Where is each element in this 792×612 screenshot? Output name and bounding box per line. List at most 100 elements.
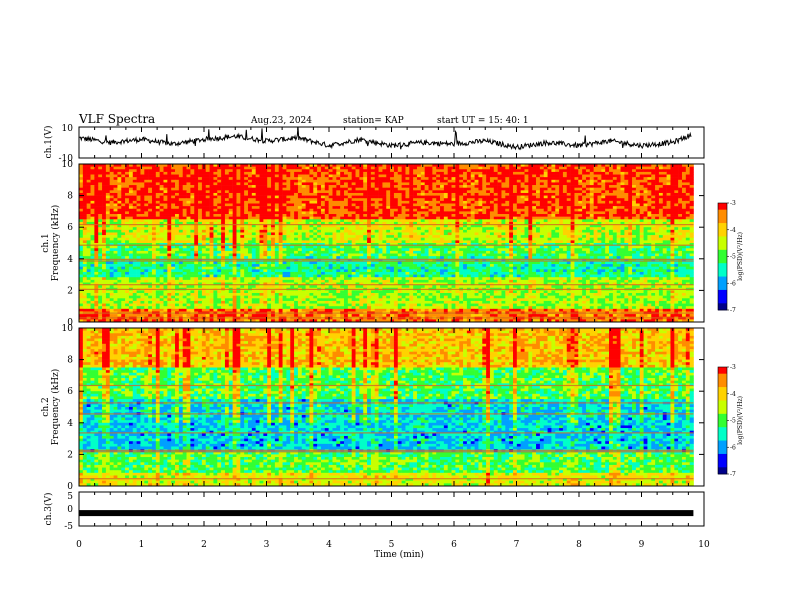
spectrogram-cell [109,177,114,181]
spectrogram-cell [205,232,210,236]
spectrogram-cell [635,169,641,173]
spectrogram-cell [589,232,594,236]
spectrogram-cell [182,237,187,241]
spectrogram-cell [336,224,341,228]
spectrogram-cell [520,216,525,220]
spectrogram-cell [186,195,191,199]
spectrogram-cell [194,179,199,183]
spectrogram-cell [297,243,303,246]
spectrogram-cell [90,232,95,236]
spectrogram-cell [194,221,199,225]
spectrogram-cell [94,182,99,186]
spectrogram-cell [305,166,310,170]
spectrogram-cell [194,198,199,202]
spectrogram-cell [328,237,333,241]
spectrogram-cell [155,171,160,175]
spectrogram-cell [459,214,464,217]
spectrogram-cell [86,169,91,173]
spectrogram-cell [524,208,529,212]
spectrogram-cell [489,237,495,241]
spectrogram-cell [125,177,130,181]
spectrogram-cell [605,227,610,231]
spectrogram-cell [582,235,587,239]
spectrogram-cell [251,187,256,191]
spectrogram-cell [205,208,210,212]
spectrogram-cell [247,214,253,217]
spectrogram-cell [493,164,498,167]
spectrogram-cell [121,221,126,225]
spectrogram-cell [159,229,164,233]
spectrogram-cell [655,200,660,204]
spectrogram-cell [340,203,345,207]
spectrogram-cell [363,182,368,186]
spectrogram-cell [605,182,610,186]
spectrogram-cell [359,187,364,191]
spectrogram-cell [463,227,468,231]
spectrogram-cell [305,232,310,236]
spectrogram-cell [370,206,376,210]
spectrogram-cell [267,229,272,233]
spectrogram-cell [374,164,379,167]
spectrogram-cell [655,224,660,228]
spectrogram-cell [413,216,418,220]
spectrogram-cell [662,211,667,215]
spectrogram-cell [374,185,379,188]
spectrogram-cell [397,182,402,186]
spectrogram-cell [505,232,510,236]
spectrogram-cell [82,235,87,239]
spectrogram-cell [662,235,667,239]
spectrogram-cell [401,208,406,212]
spectrogram-cell [440,190,445,194]
spectrogram-cell [390,232,395,236]
spectrogram-cell [532,229,537,233]
spectrogram-cell [474,237,479,241]
spectrogram-cell [217,219,222,223]
spectrogram-cell [451,232,456,236]
spectrogram-cell [294,243,299,246]
spectrogram-cell [94,169,99,173]
spectrogram-cell [593,237,598,241]
spectrogram-cell [359,227,364,231]
spectrogram-cell [551,190,556,194]
spectrogram-cell [528,190,533,194]
spectrogram-cell [301,169,306,173]
spectrogram-cell [305,229,310,233]
spectrogram-cell [286,195,291,199]
spectrogram-cell [340,224,345,228]
spectrogram-cell [443,182,448,186]
spectrogram-cell [528,174,533,178]
spectrogram-cell [605,169,610,173]
spectrogram-cell [455,235,460,239]
spectrogram-cell [186,221,191,225]
spectrogram-cell [486,166,491,170]
spectrogram-cell [136,219,141,223]
spectrogram-cell [190,195,195,199]
spectrogram-cell [171,237,176,241]
spectrogram-cell [547,177,552,181]
spectrogram-cell [79,169,84,173]
spectrogram-cell [105,203,111,207]
spectrogram-cell [639,174,644,178]
spectrogram-cell [178,224,183,228]
spectrogram-cell [309,182,314,186]
spectrogram-cell [171,192,176,196]
spectrogram-cell [290,240,295,244]
spectrogram-cell [616,164,621,167]
spectrogram-cell [182,232,187,236]
spectrogram-cell [271,169,276,173]
spectrogram-cell [159,192,164,196]
spectrogram-cell [217,190,222,194]
spectrogram-cell [539,211,545,215]
spectrogram-cell [455,243,460,246]
spectrogram-cell [117,192,122,196]
spectrogram-cell [662,171,667,175]
spectrogram-cell [190,206,195,210]
spectrogram-cell [240,219,245,223]
spectrogram-cell [378,240,383,244]
spectrogram-cell [528,171,533,175]
spectrogram-cell [236,208,241,212]
spectrogram-cell [482,171,487,175]
spectrogram-cell [140,221,145,225]
spectrogram-cell [670,227,675,231]
spectrogram-cell [155,206,160,210]
